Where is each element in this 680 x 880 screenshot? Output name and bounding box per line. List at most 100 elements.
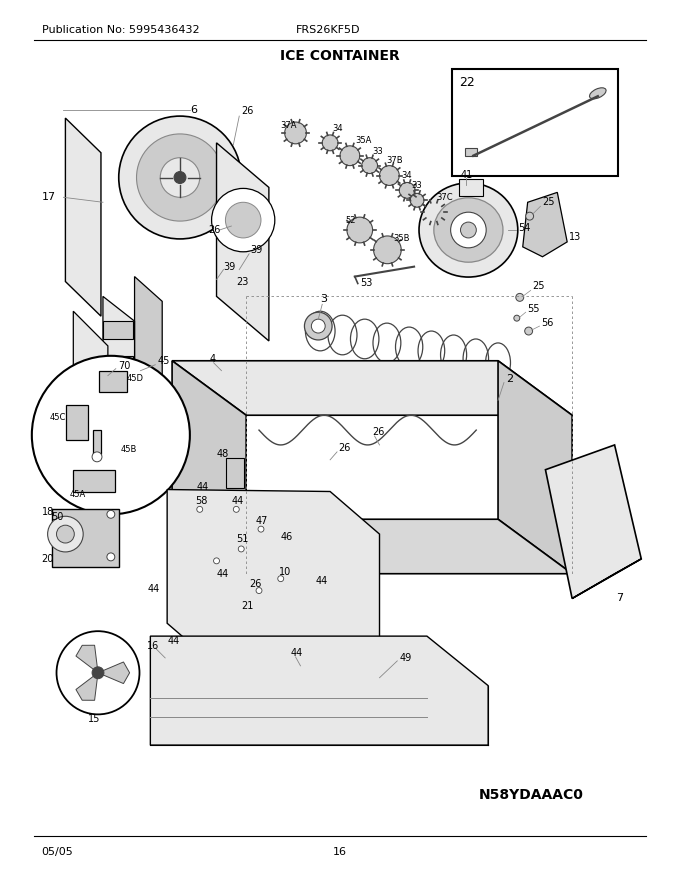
Bar [93,430,101,454]
Text: 16: 16 [333,847,347,857]
Circle shape [424,202,444,222]
Text: 23: 23 [236,276,249,287]
Bar [103,356,133,374]
Polygon shape [545,445,641,598]
Text: 45: 45 [157,356,169,366]
Text: 47: 47 [256,517,269,526]
Text: 39: 39 [224,261,236,272]
Text: 26: 26 [249,579,262,589]
Text: 53: 53 [360,278,372,289]
Polygon shape [103,297,135,415]
Circle shape [347,217,373,243]
Text: 48: 48 [216,449,228,458]
Polygon shape [172,361,572,415]
Polygon shape [167,489,379,666]
Ellipse shape [434,198,503,262]
Circle shape [238,546,244,552]
Circle shape [233,506,239,512]
Text: 45D: 45D [126,374,143,383]
Circle shape [92,667,104,678]
Circle shape [214,558,220,564]
Circle shape [56,631,139,715]
Circle shape [451,212,486,248]
Text: 10: 10 [279,567,291,576]
Circle shape [226,202,261,238]
Circle shape [362,158,377,173]
Ellipse shape [419,183,517,277]
Bar [71,410,86,422]
Text: 37A: 37A [281,121,297,129]
Text: 21: 21 [241,601,254,612]
Bar [67,406,88,440]
Bar [103,321,133,339]
Circle shape [514,315,520,321]
Text: 44: 44 [316,576,328,586]
Circle shape [410,194,424,207]
Circle shape [119,116,241,239]
Text: 46: 46 [281,532,293,542]
Circle shape [48,517,83,552]
Circle shape [160,158,200,197]
Text: 50: 50 [52,512,64,522]
Polygon shape [76,673,98,700]
Circle shape [311,319,325,333]
Text: 49: 49 [399,653,411,663]
Circle shape [399,182,415,198]
Circle shape [211,188,275,252]
Text: 4: 4 [209,354,216,363]
Text: 37B: 37B [386,156,403,165]
Text: 37C: 37C [436,193,452,202]
Circle shape [526,212,534,220]
Text: 05/05: 05/05 [41,847,73,857]
Polygon shape [135,276,163,406]
Text: 45B: 45B [121,445,137,454]
Text: FRS26KF5D: FRS26KF5D [296,25,360,35]
Text: 33: 33 [373,147,384,157]
Text: 45A: 45A [69,490,86,499]
Bar [71,440,86,452]
Text: 44: 44 [148,583,160,594]
Text: 70: 70 [118,361,130,370]
Polygon shape [76,645,98,673]
Text: 54: 54 [517,223,530,233]
Text: 7: 7 [617,593,624,604]
Circle shape [32,356,190,514]
Text: Publication No: 5995436432: Publication No: 5995436432 [41,25,199,35]
Ellipse shape [590,88,606,99]
Circle shape [305,312,332,340]
Text: 41: 41 [460,170,473,180]
Text: 22: 22 [460,76,475,89]
Bar [99,370,126,392]
Bar [226,458,244,488]
Polygon shape [172,361,246,574]
Text: 26: 26 [338,443,350,453]
Circle shape [277,576,284,582]
Circle shape [516,293,524,301]
Text: 51: 51 [236,534,249,544]
Circle shape [107,510,115,518]
Text: 33: 33 [411,181,422,190]
Text: 25: 25 [532,282,545,291]
Polygon shape [73,312,108,474]
Bar [71,380,86,392]
Polygon shape [498,361,572,574]
Text: 20: 20 [41,554,54,564]
Text: 26: 26 [209,225,221,235]
Circle shape [107,553,115,561]
Polygon shape [523,193,567,257]
Text: 58: 58 [194,496,207,506]
Circle shape [285,122,307,143]
Text: 44: 44 [231,496,243,506]
Text: ICE CONTAINER: ICE CONTAINER [280,48,400,62]
Text: 3: 3 [320,294,327,304]
Polygon shape [172,519,572,574]
Text: 35B: 35B [393,234,410,244]
Text: 44: 44 [290,648,303,658]
Text: 16: 16 [148,641,160,651]
Text: 52: 52 [345,216,356,224]
Circle shape [174,172,186,183]
Text: 55: 55 [528,304,540,314]
Bar [465,148,477,156]
Text: 2: 2 [506,374,513,384]
Circle shape [56,525,74,543]
